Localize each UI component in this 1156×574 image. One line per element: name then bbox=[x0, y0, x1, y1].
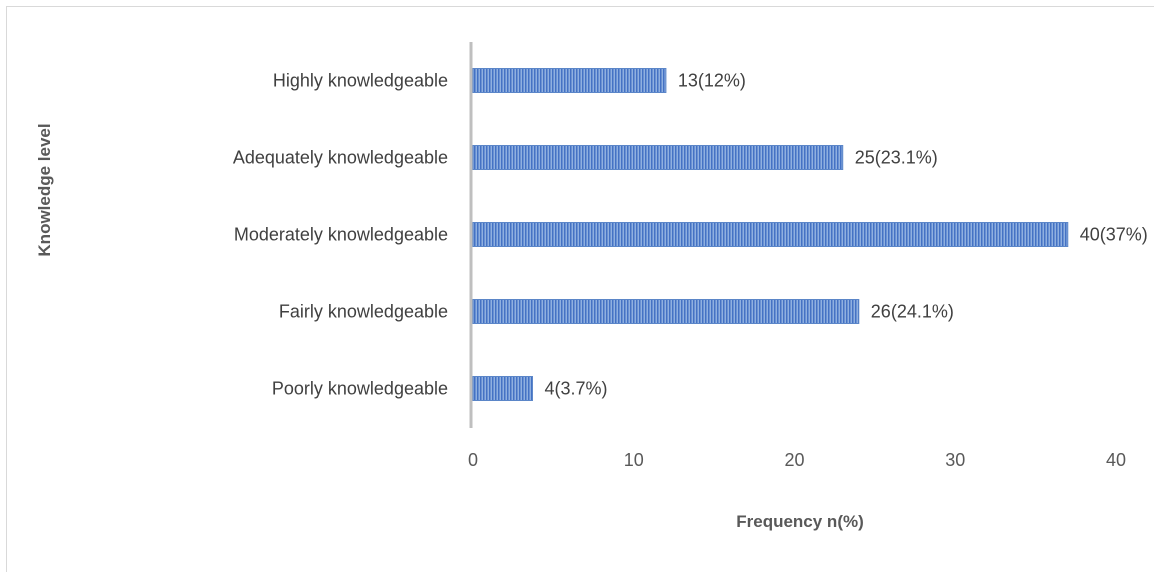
data-label: 40(37%) bbox=[1080, 225, 1148, 245]
category-label: Fairly knowledgeable bbox=[279, 302, 448, 322]
data-label: 26(24.1%) bbox=[871, 302, 954, 322]
data-label: 13(12%) bbox=[678, 71, 746, 91]
data-label: 25(23.1%) bbox=[855, 148, 938, 168]
x-tick-label: 10 bbox=[624, 450, 644, 470]
x-axis-title: Frequency n(%) bbox=[736, 512, 864, 531]
category-label: Adequately knowledgeable bbox=[233, 148, 448, 168]
category-label: Moderately knowledgeable bbox=[234, 225, 448, 245]
x-tick-label: 20 bbox=[784, 450, 804, 470]
y-axis-title: Knowledge level bbox=[35, 123, 54, 256]
bar bbox=[472, 145, 844, 170]
x-tick-label: 30 bbox=[945, 450, 965, 470]
bar bbox=[472, 376, 533, 401]
chart-frame bbox=[6, 6, 1154, 572]
bar bbox=[472, 68, 667, 93]
data-label: 4(3.7%) bbox=[544, 379, 607, 399]
category-label: Highly knowledgeable bbox=[273, 71, 448, 91]
bar bbox=[472, 299, 860, 324]
x-tick-label: 0 bbox=[468, 450, 478, 470]
bar bbox=[472, 222, 1069, 247]
x-tick-label: 40 bbox=[1106, 450, 1126, 470]
category-label: Poorly knowledgeable bbox=[272, 379, 448, 399]
